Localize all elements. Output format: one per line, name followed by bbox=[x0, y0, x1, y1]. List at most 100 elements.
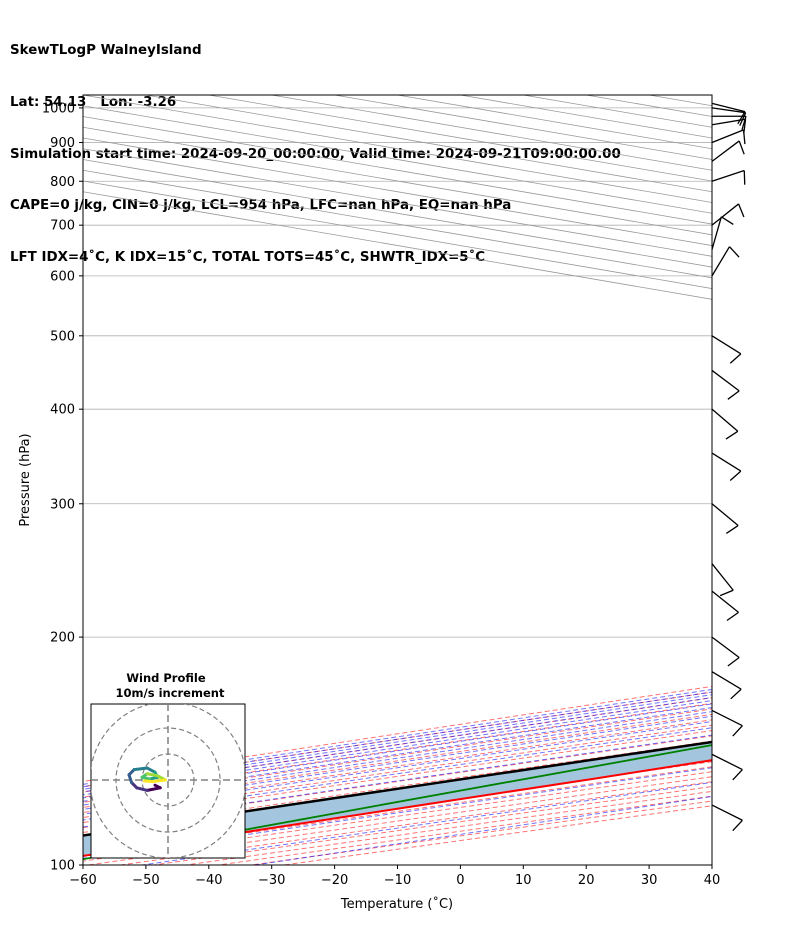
x-tick-label: −40 bbox=[195, 873, 222, 888]
isotherm-line bbox=[83, 126, 712, 236]
chart-title-block: SkewTLogP WalneyIsland Lat: 54.13 Lon: -… bbox=[10, 8, 621, 283]
wind-barb bbox=[711, 102, 746, 125]
x-tick-label: −10 bbox=[384, 873, 411, 888]
wind-barb-flag bbox=[730, 688, 742, 700]
wind-barb-flag bbox=[737, 203, 745, 218]
wind-barb-flag bbox=[725, 430, 739, 440]
y-tick-label: 300 bbox=[50, 497, 75, 512]
wind-barb bbox=[711, 804, 743, 832]
inset-title: Wind Profile bbox=[126, 671, 206, 685]
isotherm-line bbox=[83, 169, 712, 279]
wind-barb-staff bbox=[711, 636, 740, 659]
wind-barb bbox=[711, 671, 742, 700]
wind-barb-flag bbox=[741, 116, 747, 131]
wind-barb bbox=[711, 563, 734, 597]
indices-line: LFT IDX=4˚C, K IDX=15˚C, TOTAL TOTS=45˚C… bbox=[10, 249, 486, 265]
wind-barb-staff bbox=[711, 129, 744, 144]
wind-barb bbox=[711, 753, 743, 781]
x-tick-label: −20 bbox=[321, 873, 348, 888]
wind-barb bbox=[711, 140, 745, 162]
wind-barb bbox=[712, 115, 747, 131]
y-tick-label: 200 bbox=[50, 631, 75, 646]
y-tick-label: 1000 bbox=[42, 101, 75, 116]
wind-barb-flag bbox=[727, 656, 740, 667]
isotherm-line bbox=[711, 95, 712, 96]
wind-barb bbox=[711, 369, 740, 400]
wind-barb-staff bbox=[711, 590, 739, 613]
x-tick-label: 40 bbox=[704, 873, 721, 888]
wind-barb-flag bbox=[732, 769, 743, 781]
isotherm-line bbox=[83, 180, 712, 289]
wind-barb-flag bbox=[725, 524, 739, 534]
wind-barb-flag bbox=[719, 589, 734, 597]
y-tick-label: 600 bbox=[50, 269, 75, 284]
wind-barb-flag bbox=[738, 140, 745, 155]
wind-barb bbox=[711, 636, 740, 667]
y-tick-label: 100 bbox=[50, 859, 75, 874]
isotherm-line bbox=[83, 159, 712, 268]
wind-barb-staff bbox=[711, 203, 739, 226]
wind-barb bbox=[711, 408, 739, 440]
wind-barb bbox=[711, 503, 739, 534]
wind-barb-staff bbox=[711, 118, 746, 126]
hodograph-segment bbox=[135, 786, 149, 792]
wind-barb-flag bbox=[732, 819, 743, 832]
isotherm-line bbox=[83, 116, 712, 225]
y-tick-label: 800 bbox=[50, 175, 75, 190]
background-lines bbox=[83, 95, 712, 865]
wind-barb-flag bbox=[729, 353, 742, 364]
hodograph-segment bbox=[150, 778, 167, 784]
y-axis-label: Pressure (hPa) bbox=[18, 433, 33, 526]
wind-barb-staff bbox=[711, 107, 746, 114]
hodograph-segment bbox=[132, 766, 149, 772]
wind-barb bbox=[711, 169, 746, 185]
wind-barb-staff bbox=[711, 140, 740, 162]
wind-barb-staff bbox=[711, 335, 742, 355]
x-axis-label: Temperature (˚C) bbox=[340, 896, 453, 912]
x-tick-label: 0 bbox=[456, 873, 464, 888]
wind-barb-staff bbox=[711, 452, 742, 472]
chart-title: SkewTLogP WalneyIsland bbox=[10, 43, 202, 59]
wind-barb-flag bbox=[727, 390, 740, 400]
wind-barb-staff bbox=[711, 169, 745, 182]
wind-barb-staff bbox=[711, 369, 740, 392]
wind-barb bbox=[711, 246, 740, 277]
wind-barb-flag bbox=[742, 129, 746, 145]
wind-barb-staff bbox=[711, 102, 746, 113]
wind-barb-staff bbox=[711, 246, 731, 277]
wind-barb bbox=[711, 216, 734, 250]
y-tick-label: 700 bbox=[50, 219, 75, 234]
wind-barb-staff bbox=[711, 753, 743, 771]
x-tick-label: 30 bbox=[641, 873, 658, 888]
wind-barb-flag bbox=[729, 246, 740, 258]
wind-barb-staff bbox=[711, 563, 734, 591]
wind-barb-staff bbox=[711, 709, 743, 727]
wind-barb bbox=[711, 452, 742, 482]
wind-barb-flag bbox=[726, 611, 739, 622]
isotherm-line bbox=[83, 148, 712, 257]
hodograph-segment bbox=[145, 786, 162, 792]
wind-barb-staff bbox=[711, 804, 743, 821]
hodograph-segment bbox=[145, 772, 160, 778]
y-tick-label: 900 bbox=[50, 136, 75, 151]
x-tick-label: 10 bbox=[515, 873, 532, 888]
wind-barb bbox=[711, 709, 743, 737]
y-tick-label: 500 bbox=[50, 329, 75, 344]
wind-barb bbox=[711, 335, 742, 364]
isotherm-line bbox=[83, 191, 712, 300]
wind-barb-flag bbox=[737, 111, 746, 125]
x-axis: −60 −50 −40 −30 −20 −10 0 10 20 30 40 bbox=[69, 865, 720, 888]
wind-barb-staff bbox=[711, 671, 742, 690]
isotherm-line bbox=[83, 137, 712, 246]
dry-adiabat-line bbox=[283, 805, 712, 865]
isotherm-line bbox=[460, 95, 712, 139]
wind-barbs bbox=[711, 102, 747, 832]
x-tick-label: −30 bbox=[258, 873, 285, 888]
inset-subtitle: 10m/s increment bbox=[116, 686, 225, 700]
y-axis: 1000 900 800 700 600 500 400 300 200 100 bbox=[42, 101, 83, 874]
x-tick-label: −60 bbox=[69, 873, 96, 888]
wind-barb-flag bbox=[729, 470, 742, 482]
hodograph bbox=[91, 704, 245, 858]
wind-barb-flag bbox=[720, 216, 734, 225]
